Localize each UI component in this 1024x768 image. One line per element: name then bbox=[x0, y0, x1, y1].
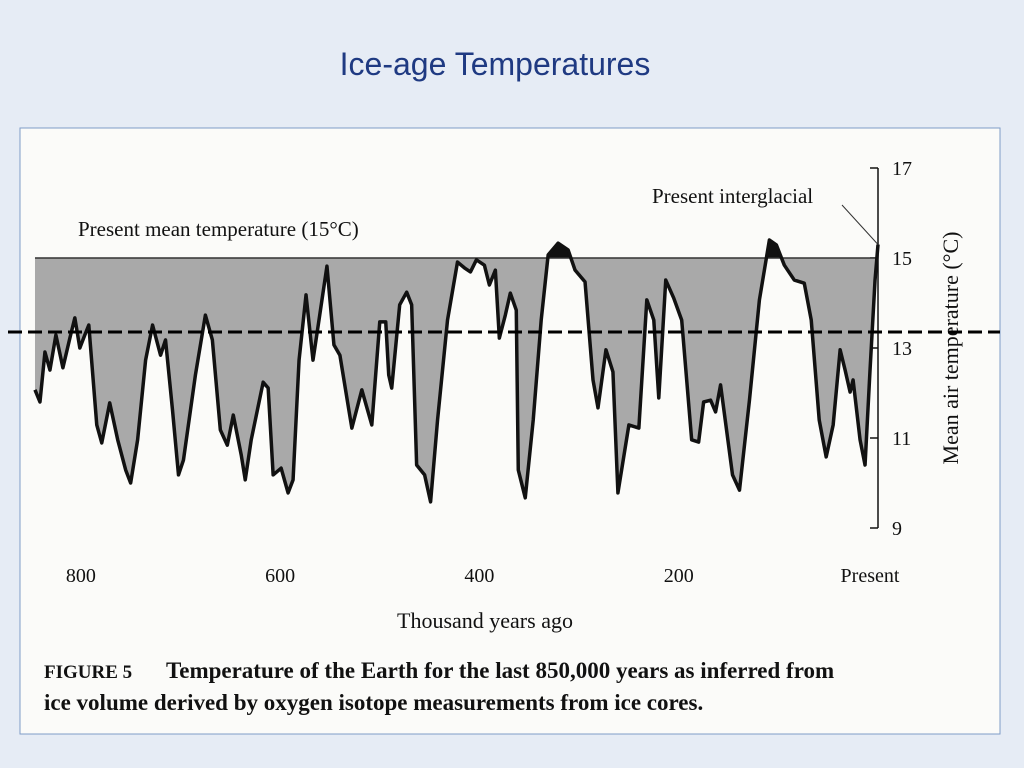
y-axis-label: Mean air temperature (°C) bbox=[938, 232, 963, 465]
x-tick-label: 800 bbox=[66, 565, 96, 587]
slide-title: Ice-age Temperatures bbox=[340, 46, 651, 82]
y-tick-label: 15 bbox=[892, 248, 912, 270]
x-tick-label: 200 bbox=[664, 565, 694, 587]
x-tick-label: Present bbox=[841, 565, 900, 587]
area-below-reference bbox=[34, 258, 878, 502]
caption-line: Temperature of the Earth for the last 85… bbox=[166, 658, 834, 683]
annotation-leader bbox=[841, 204, 879, 245]
caption-label: FIGURE 5 bbox=[44, 662, 132, 683]
x-axis-label: Thousand years ago bbox=[397, 608, 573, 633]
y-tick-label: 11 bbox=[892, 428, 911, 450]
plot: 9 11 13 15 17 Mean air temperature (°C) 800 600… bbox=[33, 158, 963, 633]
annotation: Present interglacial bbox=[652, 184, 813, 208]
y-tick-label: 13 bbox=[892, 338, 912, 360]
temperature-line bbox=[33, 238, 880, 504]
reference-label: Present mean temperature (15°C) bbox=[78, 217, 359, 241]
caption-line: ice volume derived by oxygen isotope mea… bbox=[44, 690, 703, 715]
x-tick-label: 400 bbox=[464, 565, 494, 587]
y-tick-label: 17 bbox=[892, 158, 912, 180]
x-tick-label: 600 bbox=[265, 565, 295, 587]
y-tick-label: 9 bbox=[892, 518, 902, 540]
